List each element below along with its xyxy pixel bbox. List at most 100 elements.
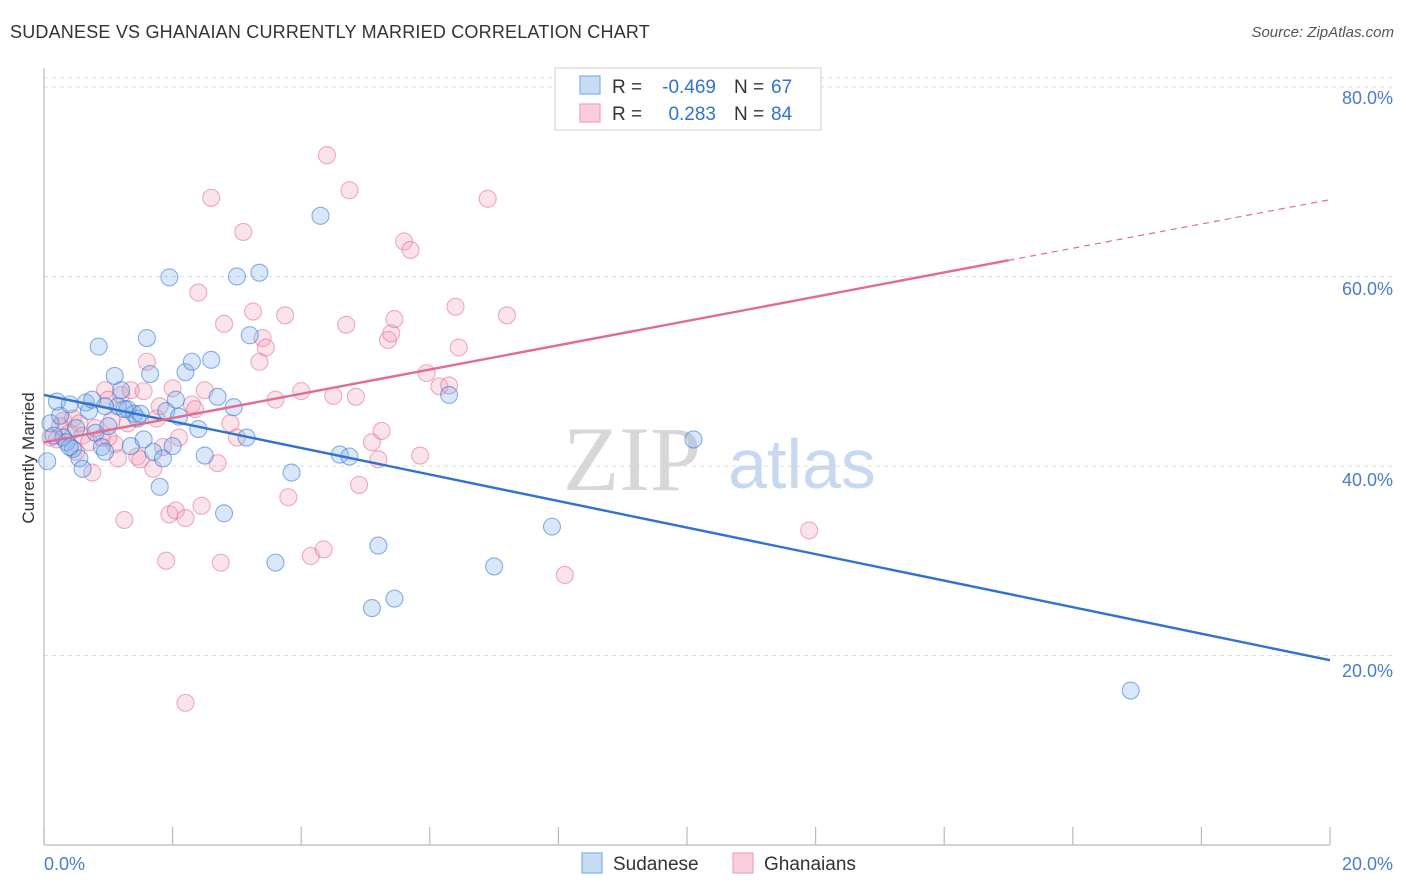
x-tick-marks bbox=[43, 827, 1331, 845]
sudanese-point bbox=[96, 442, 115, 461]
sudanese-point bbox=[150, 477, 169, 496]
legend-n-label-ghanaians: N = bbox=[734, 104, 764, 125]
ghanaians-trend-line bbox=[43, 259, 1009, 444]
ghanaians-point bbox=[202, 188, 221, 207]
ghanaians-point bbox=[214, 314, 234, 333]
sudanese-point bbox=[166, 390, 185, 409]
legend-n-value-ghanaians: 84 bbox=[771, 104, 793, 125]
sudanese-point bbox=[195, 446, 214, 465]
sudanese-point bbox=[60, 437, 79, 457]
sudanese-point bbox=[141, 365, 160, 384]
sudanese-point bbox=[250, 263, 269, 282]
legend-n-label-sudanese: N = bbox=[734, 77, 764, 98]
sudanese-point bbox=[134, 430, 153, 449]
sudanese-point bbox=[137, 329, 156, 348]
legend-swatch-ghanaians bbox=[579, 103, 601, 123]
sudanese-point bbox=[73, 459, 92, 478]
ghanaians-point bbox=[314, 540, 333, 559]
sudanese-point bbox=[369, 536, 388, 555]
ghanaians-point bbox=[446, 297, 465, 316]
sudanese-point bbox=[112, 381, 131, 400]
legend-r-label-ghanaians: R = bbox=[612, 104, 642, 125]
watermark-atlas: atlas bbox=[728, 425, 876, 503]
ghanaians-point bbox=[382, 324, 401, 343]
chart-title: SUDANESE VS GHANAIAN CURRENTLY MARRIED C… bbox=[10, 22, 650, 42]
sudanese-point bbox=[227, 267, 246, 286]
sudanese-point bbox=[282, 463, 301, 482]
ghanaians-point bbox=[163, 379, 182, 398]
sudanese-point bbox=[266, 553, 285, 572]
sudanese-point bbox=[63, 439, 82, 458]
ghanaians-point bbox=[440, 376, 459, 395]
ghanaians-point bbox=[256, 338, 275, 357]
sudanese-point bbox=[160, 268, 179, 287]
legend-r-value-ghanaians: 0.283 bbox=[668, 104, 716, 125]
ghanaians-point bbox=[243, 302, 263, 321]
ghanaians-point bbox=[115, 510, 134, 530]
sudanese-point bbox=[163, 437, 182, 456]
ghanaians-point bbox=[555, 565, 574, 584]
series-legend: Sudanese Ghanaians bbox=[581, 852, 856, 875]
bottom-legend-label-sudanese: Sudanese bbox=[613, 854, 699, 875]
ghanaians-point bbox=[176, 693, 195, 712]
legend-swatch-sudanese bbox=[579, 75, 601, 95]
ghanaians-point bbox=[478, 189, 497, 208]
ghanaians-point bbox=[401, 240, 420, 259]
ghanaians-point bbox=[340, 181, 359, 200]
sudanese-point bbox=[214, 504, 234, 523]
trend-lines bbox=[43, 199, 1331, 662]
ghanaians-point bbox=[189, 283, 208, 302]
ghanaians-point bbox=[292, 382, 311, 401]
ghanaians-point bbox=[800, 521, 819, 540]
sudanese-point bbox=[153, 449, 173, 468]
series-ghanaians-points bbox=[41, 146, 819, 712]
ghanaians-point bbox=[121, 381, 140, 400]
ghanaians-point bbox=[176, 509, 195, 528]
sudanese-trend-line bbox=[43, 393, 1331, 662]
ghanaians-point bbox=[279, 488, 298, 507]
ghanaians-point bbox=[417, 364, 436, 383]
bottom-legend-swatch-ghanaians bbox=[732, 852, 754, 874]
ghanaians-point bbox=[83, 463, 102, 482]
sudanese-point bbox=[144, 442, 163, 461]
sudanese-point bbox=[208, 387, 227, 406]
ghanaians-point bbox=[317, 146, 336, 165]
sudanese-point bbox=[176, 363, 195, 382]
ghanaians-point bbox=[134, 382, 153, 401]
sudanese-point bbox=[202, 350, 221, 369]
sudanese-point bbox=[38, 452, 57, 471]
ghanaians-point bbox=[276, 306, 295, 325]
ghanaians-point bbox=[337, 315, 356, 334]
y-tick-label-80: 80.0% bbox=[1342, 88, 1393, 108]
ghanaians-trend-extension bbox=[1008, 199, 1331, 261]
sudanese-point bbox=[440, 385, 459, 404]
ghanaians-point bbox=[192, 496, 211, 515]
ghanaians-point bbox=[166, 501, 185, 520]
ghanaians-point bbox=[350, 475, 369, 494]
correlation-legend: R = -0.469 N = 67 R = 0.283 N = 84 bbox=[554, 67, 822, 131]
series-sudanese-points bbox=[38, 206, 1140, 700]
x-tick-label-0: 0.0% bbox=[44, 854, 85, 874]
sudanese-point bbox=[485, 557, 504, 576]
bottom-legend-label-ghanaians: Ghanaians bbox=[764, 854, 856, 875]
ghanaians-point bbox=[497, 306, 517, 325]
y-tick-label-60: 60.0% bbox=[1342, 279, 1393, 299]
sudanese-point bbox=[385, 589, 404, 608]
ghanaians-point bbox=[372, 421, 391, 440]
sudanese-point bbox=[240, 326, 259, 345]
y-axis-label: Currently Married bbox=[19, 392, 38, 523]
ghanaians-point bbox=[346, 387, 365, 406]
sudanese-point bbox=[684, 430, 703, 449]
legend-n-value-sudanese: 67 bbox=[771, 77, 792, 98]
gridlines bbox=[44, 77, 1393, 656]
ghanaians-point bbox=[411, 446, 430, 465]
legend-r-value-sudanese: -0.469 bbox=[662, 77, 716, 98]
ghanaians-point bbox=[211, 553, 230, 572]
sudanese-point bbox=[542, 517, 562, 536]
sudanese-point bbox=[182, 352, 201, 371]
y-tick-label-20: 20.0% bbox=[1342, 661, 1393, 681]
legend-r-label-sudanese: R = bbox=[612, 77, 642, 98]
source-label: Source: ZipAtlas.com bbox=[1251, 24, 1394, 41]
sudanese-point bbox=[362, 599, 381, 618]
